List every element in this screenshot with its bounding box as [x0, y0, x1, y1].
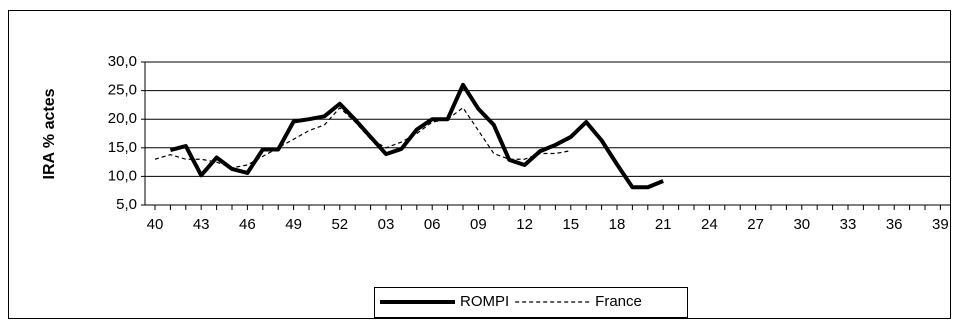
y-tick-label: 10,0 — [108, 167, 137, 184]
x-tick-label: 33 — [840, 216, 857, 233]
line-series — [154, 107, 571, 169]
x-tick-label: 27 — [747, 216, 764, 233]
y-tick-label: 25,0 — [108, 82, 137, 99]
x-tick-label: 21 — [655, 216, 672, 233]
x-tick-label: 39 — [932, 216, 949, 233]
x-tick-label: 36 — [886, 216, 903, 233]
legend-label: ROMPI — [460, 293, 509, 310]
x-tick-label: 24 — [701, 216, 718, 233]
x-tick-label: 52 — [331, 216, 348, 233]
y-tick-label: 30,0 — [108, 53, 137, 70]
y-tick-label: 15,0 — [108, 139, 137, 156]
y-tick-label: 5,0 — [116, 196, 137, 213]
x-tick-label: 15 — [562, 216, 579, 233]
line-series — [169, 82, 664, 190]
x-tick-label: 43 — [193, 216, 210, 233]
x-tick-label: 30 — [793, 216, 810, 233]
legend-label: France — [595, 293, 642, 310]
x-tick-label: 03 — [378, 216, 395, 233]
x-tick-label: 06 — [424, 216, 441, 233]
y-axis-title: IRA % actes — [41, 88, 58, 179]
x-tick-label: 12 — [516, 216, 533, 233]
x-tick-label: 09 — [470, 216, 487, 233]
chart-border — [8, 10, 951, 319]
x-tick-label: 40 — [147, 216, 164, 233]
x-tick-label: 49 — [285, 216, 302, 233]
y-tick-label: 20,0 — [108, 110, 137, 127]
x-tick-label: 46 — [239, 216, 256, 233]
x-tick-label: 18 — [609, 216, 626, 233]
